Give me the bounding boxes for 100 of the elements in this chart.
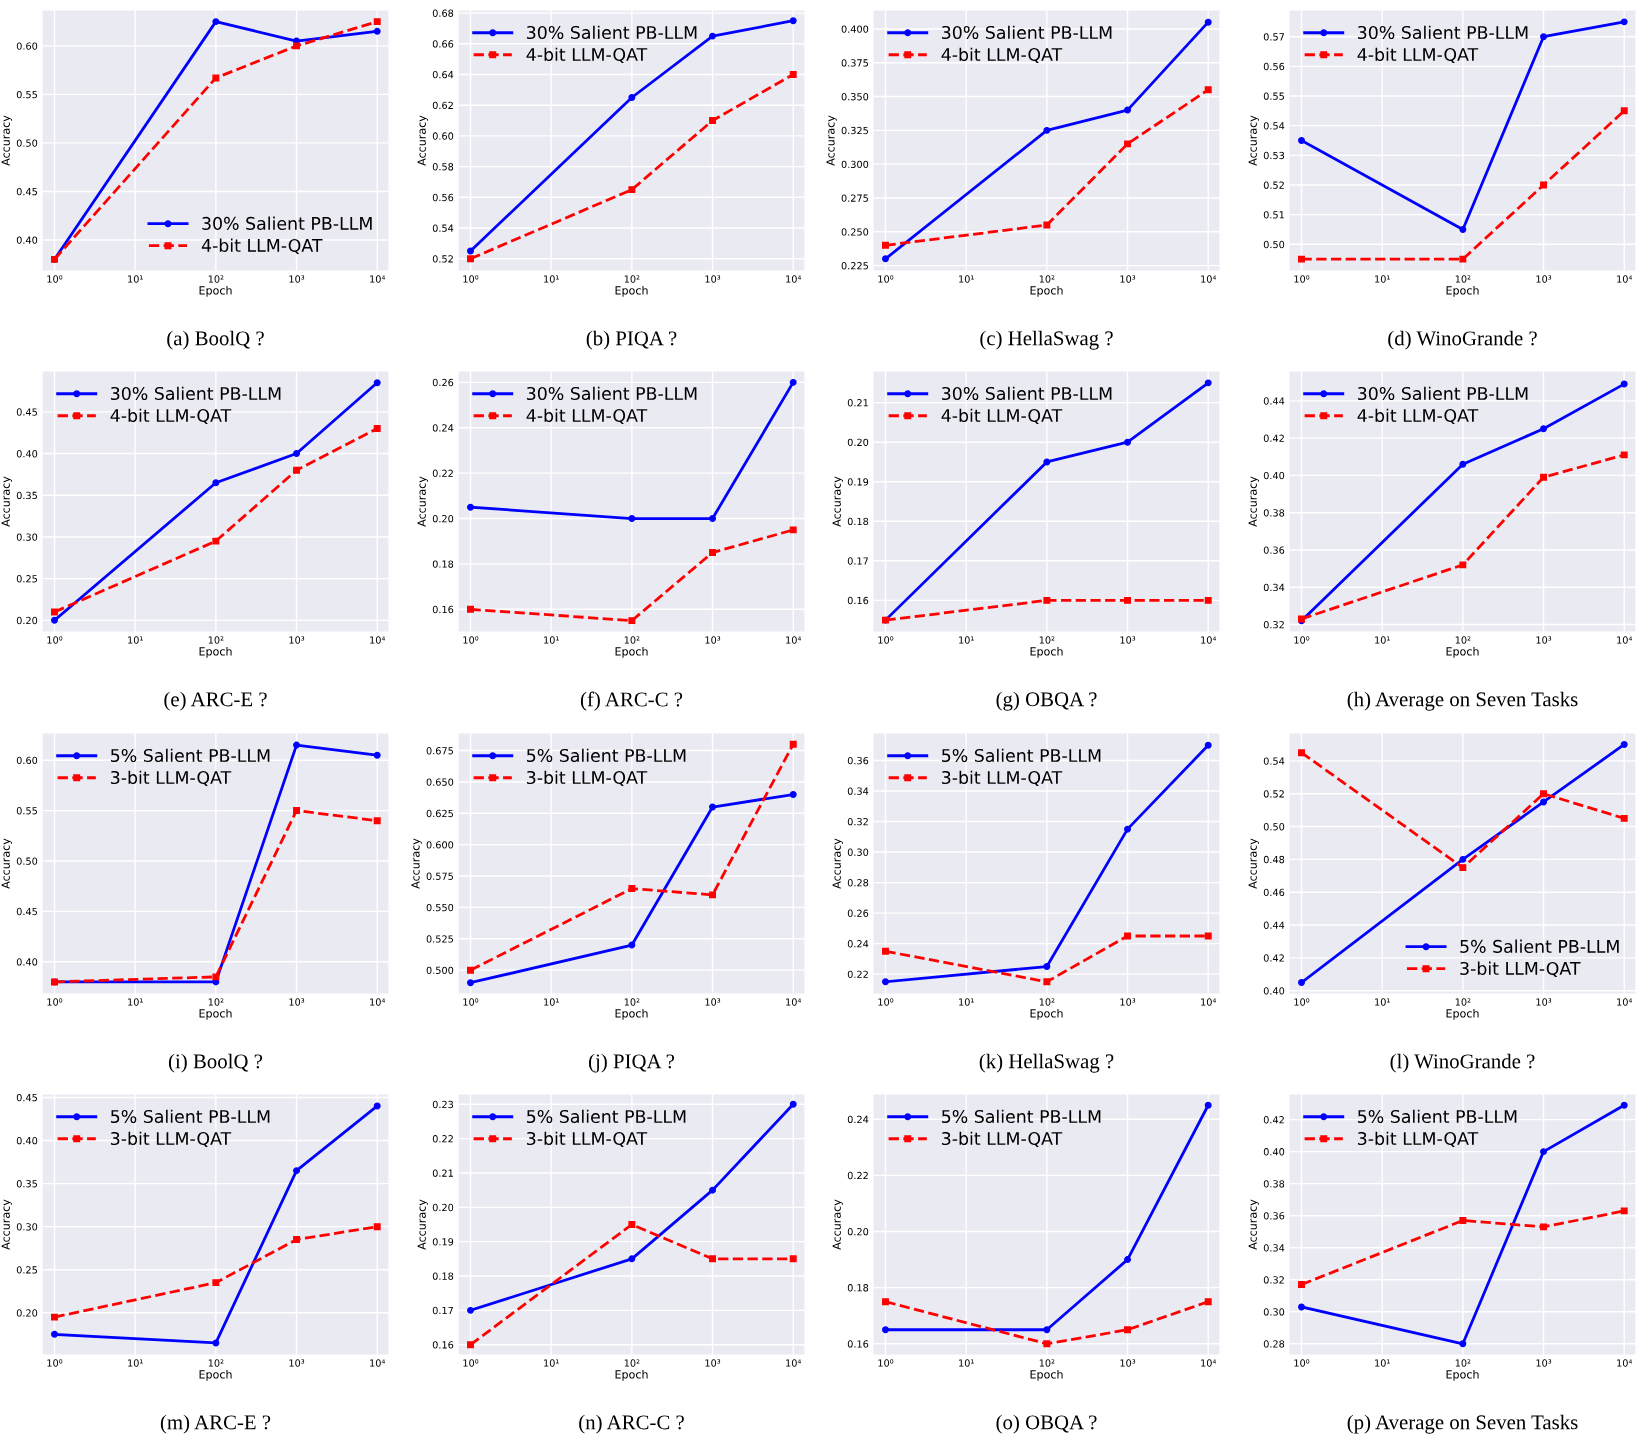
y-tick-label: 0.44 — [1263, 397, 1285, 405]
y-tick-label: 0.20 — [16, 616, 38, 625]
x-tick-label: 10⁰ — [878, 1359, 894, 1367]
text: (e) ARC-E ? — [164, 691, 267, 711]
x-tick-label: 10¹ — [959, 1359, 974, 1367]
y-tick-label: 0.58 — [432, 163, 454, 171]
y-tick-label: 0.52 — [1263, 790, 1284, 798]
y-tick-label: 0.42 — [1263, 1116, 1284, 1124]
y-tick-label: 0.51 — [1263, 211, 1284, 219]
y-tick-label: 0.35 — [16, 1180, 37, 1188]
legend-label: 4-bit LLM-QAT — [526, 47, 648, 64]
x-tick-label: 10¹ — [544, 1359, 559, 1367]
point — [1124, 596, 1132, 604]
x-tick-label: 10⁰ — [463, 275, 479, 283]
x-axis-title: Epoch — [199, 1008, 232, 1020]
x-tick-label: 10² — [1039, 636, 1055, 644]
y-tick-label: 0.68 — [432, 9, 454, 17]
x-axis-title: Epoch — [199, 646, 232, 658]
x-axis-title: Epoch — [615, 1369, 648, 1381]
legend-label: 3-bit LLM-QAT — [111, 770, 232, 787]
text: (d) WinoGrande ? — [1388, 330, 1537, 350]
x-tick-label: 10⁰ — [878, 275, 894, 283]
y-tick-label: 0.400 — [841, 25, 869, 33]
x-tick-label: 10² — [208, 998, 224, 1006]
y-axis-title: Accuracy — [832, 476, 844, 527]
y-axis-title: Accuracy — [1, 476, 13, 527]
y-tick-label: 0.42 — [1263, 954, 1284, 962]
y-tick-label: 0.34 — [1263, 1244, 1285, 1252]
y-tick-label: 0.22 — [847, 1171, 868, 1180]
legend-label: 3-bit LLM-QAT — [111, 1131, 232, 1148]
y-tick-label: 0.650 — [426, 778, 454, 786]
y-tick-label: 0.36 — [847, 756, 869, 765]
x-tick-label: 10¹ — [128, 275, 143, 283]
x-tick-label: 10⁰ — [463, 1359, 479, 1367]
y-tick-label: 0.60 — [16, 756, 38, 765]
text: (g) OBQA ? — [996, 691, 1097, 711]
y-axis-title: Accuracy — [411, 838, 422, 889]
x-axis-title: Epoch — [1446, 1369, 1479, 1381]
x-tick-label: 10¹ — [128, 636, 143, 644]
y-tick-label: 0.20 — [847, 438, 869, 447]
x-tick-label: 10¹ — [959, 275, 974, 283]
y-tick-label: 0.18 — [432, 1272, 454, 1280]
x-tick-label: 10² — [208, 275, 224, 283]
y-tick-label: 0.34 — [1263, 583, 1285, 592]
legend-label: 5% Salient PB-LLM — [942, 748, 1101, 763]
y-tick-label: 0.45 — [16, 408, 37, 416]
legend-label: 5% Salient PB-LLM — [1358, 1109, 1517, 1124]
y-tick-label: 0.250 — [841, 228, 869, 236]
y-tick-label: 0.20 — [432, 1203, 454, 1212]
legend-label: 3-bit LLM-QAT — [527, 1131, 648, 1148]
y-tick-label: 0.21 — [432, 1169, 453, 1177]
legend-label: 3-bit LLM-QAT — [942, 770, 1063, 787]
y-tick-label: 0.44 — [1263, 921, 1285, 929]
point — [212, 18, 220, 26]
x-tick-label: 10¹ — [1375, 998, 1390, 1006]
x-tick-label: 10⁰ — [47, 275, 63, 283]
legend-label: 5% Salient PB-LLM — [111, 748, 270, 763]
legend-label: 30% Salient PB-LLM — [942, 386, 1112, 401]
y-tick-label: 0.18 — [432, 560, 454, 568]
x-tick-label: 10² — [1039, 275, 1055, 283]
y-tick-label: 0.18 — [847, 517, 869, 526]
y-axis-title: Accuracy — [1248, 476, 1260, 527]
point — [373, 817, 381, 825]
y-tick-label: 0.40 — [1263, 471, 1285, 480]
x-tick-label: 10⁴ — [1617, 1359, 1633, 1367]
x-tick-label: 10² — [1455, 636, 1471, 644]
y-tick-label: 0.40 — [1263, 987, 1285, 995]
x-tick-label: 10⁰ — [47, 636, 63, 644]
y-tick-label: 0.54 — [1263, 122, 1285, 130]
y-tick-label: 0.32 — [847, 818, 868, 826]
y-tick-label: 0.625 — [426, 809, 453, 818]
y-axis-title: Accuracy — [1, 838, 13, 889]
legend-label: 5% Salient PB-LLM — [942, 1109, 1101, 1124]
x-tick-label: 10⁴ — [1617, 998, 1633, 1006]
x-axis-title: Epoch — [1030, 646, 1063, 658]
y-tick-label: 0.16 — [432, 1341, 454, 1349]
legend-label: 3-bit LLM-QAT — [1460, 961, 1581, 977]
y-tick-label: 0.24 — [432, 424, 454, 432]
y-tick-label: 0.50 — [1263, 823, 1285, 831]
y-tick-label: 0.36 — [1263, 546, 1285, 554]
point — [293, 42, 301, 50]
x-axis-title: Epoch — [1446, 285, 1479, 297]
x-tick-label: 10³ — [289, 636, 305, 644]
text: (h) Average on Seven Tasks — [1347, 691, 1578, 711]
x-tick-label: 10¹ — [544, 275, 559, 283]
x-tick-label: 10¹ — [128, 1359, 143, 1367]
x-axis-title: Epoch — [1446, 646, 1479, 658]
y-tick-label: 0.40 — [16, 1136, 38, 1145]
x-tick-label: 10¹ — [959, 998, 974, 1006]
x-tick-label: 10⁴ — [1617, 636, 1633, 644]
x-tick-label: 10¹ — [1375, 1359, 1390, 1367]
x-axis-title: Epoch — [1030, 285, 1063, 297]
x-tick-label: 10⁴ — [370, 275, 386, 283]
legend-label: 4-bit LLM-QAT — [1357, 47, 1479, 64]
y-axis-title: Accuracy — [832, 1199, 844, 1250]
legend-label: 30% Salient PB-LLM — [1358, 25, 1528, 40]
point — [1043, 596, 1051, 604]
y-tick-label: 0.21 — [847, 399, 868, 407]
y-tick-label: 0.20 — [432, 515, 454, 523]
y-tick-label: 0.675 — [426, 747, 453, 755]
